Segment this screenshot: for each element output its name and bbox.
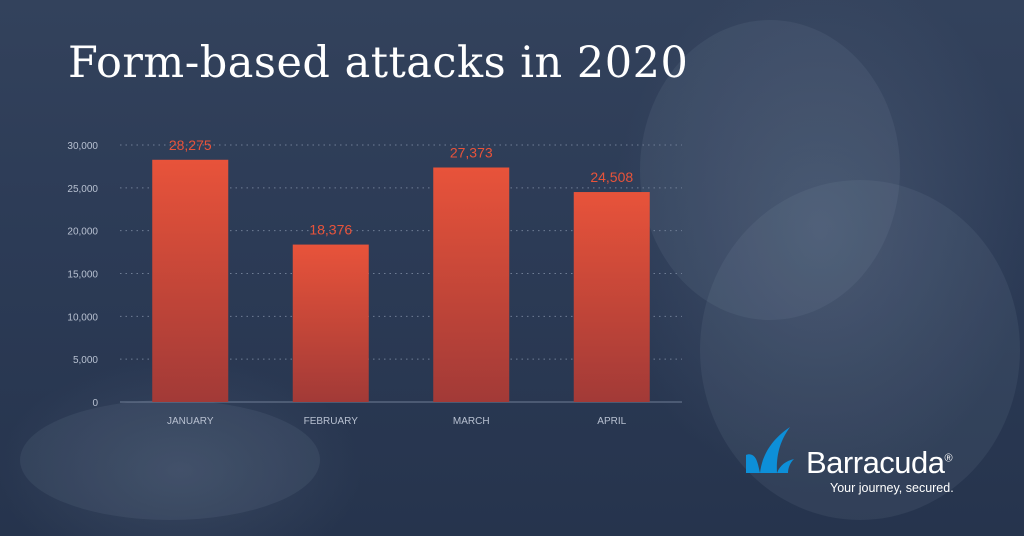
- y-tick-label: 0: [92, 398, 98, 409]
- brand-logo: Barracuda® Your journey, secured.: [744, 425, 984, 495]
- bars: [152, 159, 650, 402]
- x-tick-label: FEBRUARY: [304, 416, 359, 427]
- y-tick-label: 10,000: [67, 312, 98, 323]
- value-label: 28,275: [169, 137, 212, 153]
- value-labels: 28,275 18,376 27,373 24,508: [169, 137, 634, 238]
- y-tick-label: 15,000: [67, 270, 98, 281]
- brand-name: Barracuda: [806, 445, 945, 480]
- x-axis: JANUARY FEBRUARY MARCH APRIL: [167, 416, 627, 427]
- shark-fin-icon: [746, 427, 794, 473]
- page-title: Form-based attacks in 2020: [68, 38, 689, 88]
- y-tick-label: 5,000: [73, 355, 98, 366]
- registered-mark: ®: [944, 452, 953, 465]
- y-tick-label: 20,000: [67, 227, 98, 238]
- y-axis: 0 5,000 10,000 15,000 20,000 25,000 30,000: [67, 141, 98, 409]
- value-label: 24,508: [590, 169, 633, 185]
- value-label: 18,376: [309, 222, 352, 238]
- bar-april: [573, 192, 650, 402]
- bar-february: [292, 244, 369, 402]
- x-tick-label: JANUARY: [167, 416, 214, 427]
- x-tick-label: MARCH: [453, 416, 490, 427]
- brand-tagline: Your journey, secured.: [830, 481, 954, 495]
- x-tick-label: APRIL: [597, 416, 626, 427]
- value-label: 27,373: [450, 145, 493, 161]
- y-tick-label: 25,000: [67, 184, 98, 195]
- y-tick-label: 30,000: [67, 141, 98, 152]
- bar-january: [152, 159, 229, 402]
- bar-march: [433, 167, 510, 402]
